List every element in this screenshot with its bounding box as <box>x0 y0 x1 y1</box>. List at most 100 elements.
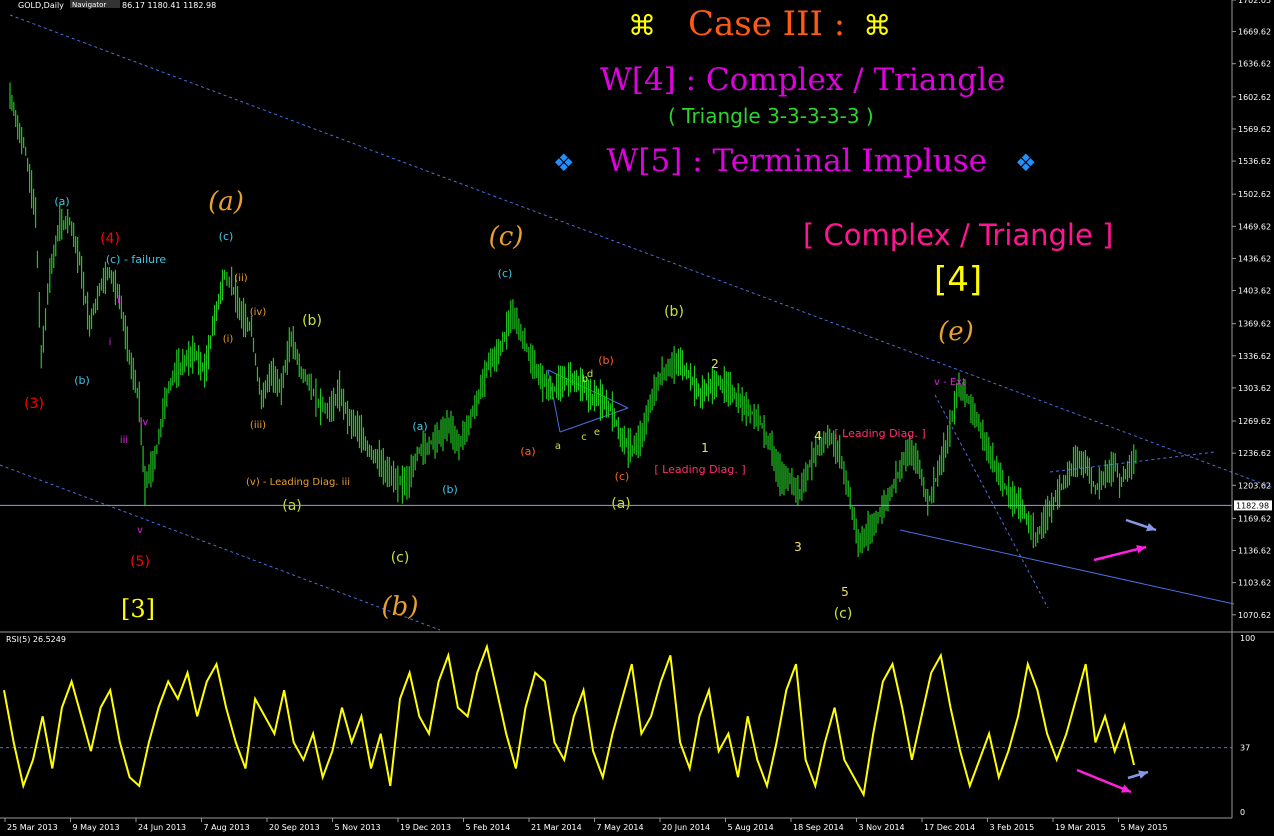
date-tick-label: 25 Mar 2013 <box>7 823 58 832</box>
complex-triangle-heading: [ Complex / Triangle ] <box>803 218 1114 252</box>
wave-label: (a) <box>611 496 631 512</box>
wave-label: (c) - failure <box>106 253 167 266</box>
arrow-head <box>1136 544 1146 554</box>
price-tick-label: 1169.62 <box>1238 514 1271 523</box>
diamond-symbol-left: ❖ <box>553 149 575 177</box>
date-tick-label: 24 Jun 2013 <box>138 823 186 832</box>
wave-label: (b) <box>382 592 419 622</box>
wave-label: i <box>109 337 112 348</box>
wave-label: d <box>587 369 593 380</box>
wave-label: (a) <box>412 420 427 433</box>
wave-label: (ii) <box>234 273 247 284</box>
price-tick-label: 1436.62 <box>1238 254 1271 263</box>
wave-label: (b) <box>302 313 322 329</box>
price-tick-label: 1602.62 <box>1238 93 1271 102</box>
navigator-tab[interactable] <box>70 0 120 8</box>
date-tick-label: 20 Jun 2014 <box>662 823 710 832</box>
wave-label: 4 <box>814 429 822 443</box>
wave-label: 5 <box>841 585 849 599</box>
date-tick-label: 18 Sep 2014 <box>793 823 844 832</box>
wave-label: (c) <box>615 470 630 483</box>
case-heading: ⌘ Case III : ⌘ <box>628 4 891 44</box>
wave-label: (b) <box>442 483 458 496</box>
wave-label: [ Leading Diag. ] <box>654 463 745 476</box>
wave-label: (4) <box>100 231 120 247</box>
ohlc-values: 86.17 1180.41 1182.98 <box>122 1 216 10</box>
rsi-tick-label: 100 <box>1240 634 1255 643</box>
date-tick-label: 3 Feb 2015 <box>990 823 1035 832</box>
wave-label: (iii) <box>250 420 266 431</box>
date-tick-label: 21 Mar 2014 <box>531 823 582 832</box>
trendline <box>1049 451 1216 473</box>
wave-label: (a) <box>208 187 244 217</box>
wave-label: c <box>581 432 587 443</box>
date-tick-label: 3 Nov 2014 <box>859 823 905 832</box>
price-tick-label: 1203.62 <box>1238 481 1271 490</box>
wave-label: 2 <box>711 357 719 371</box>
arrow-head <box>1138 770 1148 779</box>
navigator-tab-label[interactable]: Navigator <box>72 1 106 9</box>
price-tick-label: 1103.62 <box>1238 579 1271 588</box>
price-tick-label: 1303.62 <box>1238 384 1271 393</box>
wave-label: [3] <box>121 595 155 623</box>
wave-label: (5) <box>130 554 150 570</box>
date-tick-label: 5 Aug 2014 <box>728 823 774 832</box>
arrow-head <box>1146 523 1156 532</box>
current-price-tag-label: 1182.98 <box>1236 501 1269 510</box>
w5-heading: ❖ W[5] : Terminal Impluse ❖ <box>553 143 1037 179</box>
wave-label: (e) <box>938 317 974 347</box>
triangle-subheading: ( Triangle 3-3-3-3-3 ) <box>668 104 874 128</box>
divergence-arrow <box>1076 768 1132 794</box>
price-tick-label: 1569.62 <box>1238 125 1271 134</box>
command-symbol-left: ⌘ <box>628 9 656 42</box>
price-tick-label: 1236.62 <box>1238 449 1271 458</box>
wave-label: iv <box>140 417 149 428</box>
divergence-arrows <box>1076 518 1157 794</box>
wave-label: (c) <box>219 230 234 243</box>
price-tick-label: 1369.62 <box>1238 320 1271 329</box>
wave-label: (c) <box>391 550 410 566</box>
price-tick-label: 1469.62 <box>1238 222 1271 231</box>
wave-label: v <box>137 525 143 536</box>
wave-label: 1 <box>701 441 709 455</box>
wave-annotations: (3)(4)(5)[3](a)(c) - failure(b)iiiiiiivv… <box>24 187 974 623</box>
w4-heading: W[4] : Complex / Triangle <box>600 62 1006 98</box>
date-tick-label: 7 May 2014 <box>597 823 644 832</box>
price-tick-label: 1502.62 <box>1238 190 1271 199</box>
wave-4-label: [4] <box>934 260 983 300</box>
wave-label: (b) <box>664 304 684 320</box>
rsi-tick-label: 0 <box>1240 808 1245 817</box>
wave-label: 3 <box>794 540 802 554</box>
price-tick-label: 1403.62 <box>1238 287 1271 296</box>
price-axis: 1702.05 1669.62 1636.62 1602.62 1569.62 1536.… <box>0 0 1274 819</box>
wave-label: (v) - Leading Diag. iii <box>246 477 350 488</box>
wave-label: (i) <box>223 334 234 345</box>
price-tick-label: 1669.62 <box>1238 28 1271 37</box>
trendline <box>559 407 629 433</box>
date-tick-label: 7 Aug 2013 <box>204 823 250 832</box>
price-tick-label: 1269.62 <box>1238 417 1271 426</box>
date-axis: 25 Mar 2013 9 May 2013 24 Jun 2013 7 Aug 20… <box>4 818 1168 832</box>
wave-label: (a) <box>520 445 535 458</box>
date-tick-label: 20 Sep 2013 <box>269 823 320 832</box>
wave-label: a <box>555 441 561 452</box>
date-tick-label: 9 May 2013 <box>73 823 120 832</box>
wave-label: ii <box>117 295 123 306</box>
trendline <box>934 394 1049 609</box>
diamond-symbol-right: ❖ <box>1015 149 1037 177</box>
symbol-title: GOLD,Daily <box>18 1 64 10</box>
price-tick-label: 1536.62 <box>1238 157 1271 166</box>
trendline <box>899 529 1235 605</box>
trendline <box>0 464 441 631</box>
w5-title: W[5] : Terminal Impluse <box>606 143 988 179</box>
price-tick-label: 1136.62 <box>1238 547 1271 556</box>
arrow-head <box>1121 784 1131 793</box>
date-tick-label: 5 May 2015 <box>1121 823 1168 832</box>
date-tick-label: 19 Dec 2013 <box>400 823 451 832</box>
wave-label: iii <box>120 435 128 446</box>
wave-label: (a) <box>282 498 302 514</box>
price-tick-label: 1336.62 <box>1238 352 1271 361</box>
price-tick-label: 1070.62 <box>1238 611 1271 620</box>
wave-label: (b) <box>598 354 614 367</box>
